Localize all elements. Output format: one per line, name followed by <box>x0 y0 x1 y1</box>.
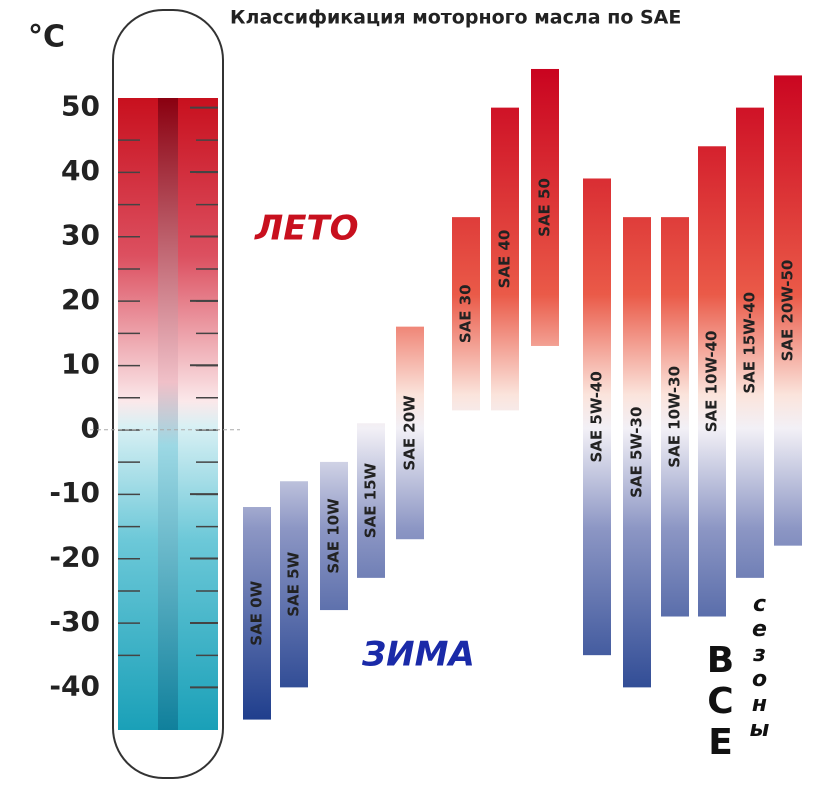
bar-label: SAE 20W <box>401 395 419 471</box>
range-bar <box>491 107 519 411</box>
y-tick-label: -10 <box>49 476 100 509</box>
range-bar <box>396 326 424 540</box>
bar-label: SAE 0W <box>248 580 266 645</box>
bar-label: SAE 20W-50 <box>779 260 797 362</box>
y-tick-label: 20 <box>61 283 100 316</box>
range-bar <box>452 217 480 411</box>
winter-label: ЗИМА <box>361 635 475 675</box>
y-tick-label: 40 <box>61 154 100 187</box>
thermometer-strip <box>158 98 178 730</box>
y-tick-label: -20 <box>49 541 100 574</box>
y-axis-unit: °C <box>28 20 65 55</box>
range-bar <box>243 507 271 720</box>
bar-label: SAE 50 <box>536 178 554 237</box>
range-bar <box>320 461 348 611</box>
bar-label: SAE 15W-40 <box>741 292 759 394</box>
bar-label: SAE 5W-30 <box>628 407 646 498</box>
range-bar <box>661 217 689 617</box>
y-tick-label: 0 <box>81 412 100 445</box>
summer-label: ЛЕТО <box>254 209 359 249</box>
bar-label: SAE 40 <box>496 230 514 289</box>
y-tick-label: 10 <box>61 347 100 380</box>
range-bar <box>736 107 764 578</box>
bar-label: SAE 5W <box>285 551 303 616</box>
y-tick-label: -40 <box>49 669 100 702</box>
chart-title: Классификация моторного масла по SAE <box>230 7 681 29</box>
y-tick-label: -30 <box>49 605 100 638</box>
range-bar <box>623 217 651 688</box>
bar-label: SAE 10W-30 <box>666 366 684 468</box>
range-bar <box>583 178 611 656</box>
bar-label: SAE 30 <box>457 284 475 343</box>
y-tick-label: 50 <box>61 90 100 123</box>
bar-label: SAE 10W <box>325 498 343 574</box>
range-bar <box>531 68 559 346</box>
range-bar <box>774 75 802 546</box>
range-bar <box>698 146 726 617</box>
bar-label: SAE 15W <box>362 462 380 538</box>
bar-label: SAE 5W-40 <box>588 371 606 462</box>
seasons-label: сезоны <box>747 592 772 742</box>
bar-label: SAE 10W-40 <box>703 331 721 433</box>
range-bar <box>280 481 308 688</box>
y-tick-label: 30 <box>61 218 100 251</box>
range-bar <box>357 423 385 578</box>
all-label: ВСЕ <box>700 640 741 763</box>
